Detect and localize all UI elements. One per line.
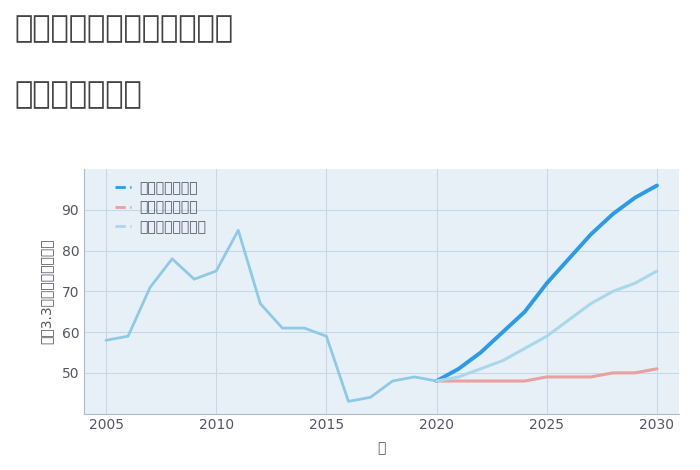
Text: 大阪府豊能郡能勢町平野の: 大阪府豊能郡能勢町平野の [14,14,233,43]
Text: 土地の価格推移: 土地の価格推移 [14,80,141,109]
Legend: グッドシナリオ, バッドシナリオ, ノーマルシナリオ: グッドシナリオ, バッドシナリオ, ノーマルシナリオ [115,181,206,234]
Y-axis label: 坪（3.3㎡）単価（万円）: 坪（3.3㎡）単価（万円） [39,239,53,344]
X-axis label: 年: 年 [377,441,386,455]
